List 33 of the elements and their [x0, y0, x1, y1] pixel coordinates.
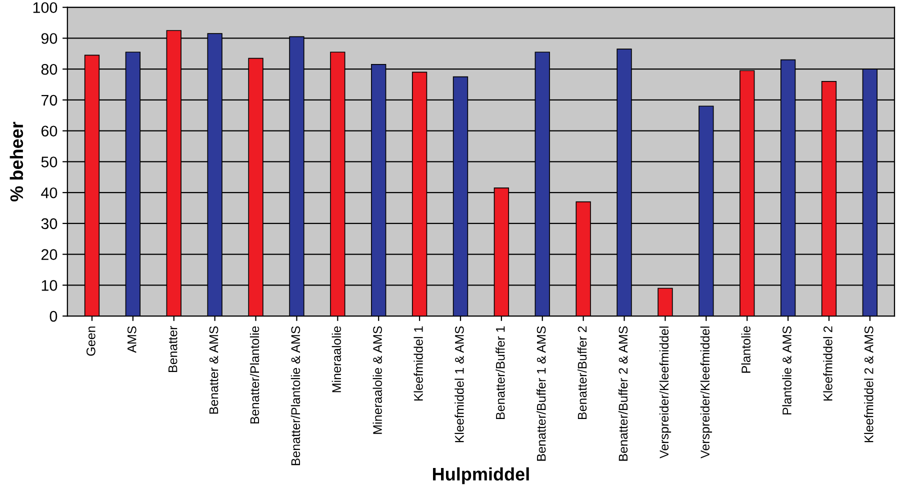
- y-tick-label: 40: [41, 187, 58, 198]
- y-tick-label: 30: [41, 218, 58, 230]
- y-axis-title: % beheer: [10, 122, 24, 202]
- x-tick-label: Kleefmiddel 1 & AMS: [454, 326, 464, 442]
- x-tick-label: Benatter/Plantolie & AMS: [290, 326, 300, 466]
- x-tick-label: Benatter/Buffer 1: [496, 326, 505, 420]
- x-tick-label: Kleefmiddel 2 & AMS: [864, 326, 874, 442]
- x-tick-label: Verspreider/Kleefmiddel: [700, 326, 712, 458]
- x-tick-label: Plantolie: [741, 326, 750, 373]
- x-tick-label: Plantolie & AMS: [782, 326, 792, 414]
- y-tick-label: 0: [50, 310, 58, 322]
- x-tick-label: Benatter/Buffer 2: [578, 326, 587, 420]
- x-tick-label: Mineraalolie: [332, 326, 342, 392]
- x-tick-label: Benatter/Plantolie: [250, 326, 260, 424]
- x-tick-label: Kleefmiddel 2: [823, 326, 832, 400]
- y-tick-label: 50: [41, 156, 58, 168]
- y-tick-label: 80: [41, 64, 58, 75]
- x-tick-label: Kleefmiddel 1: [414, 326, 423, 400]
- x-tick-label: AMS: [127, 326, 136, 353]
- y-tick-label: 70: [41, 94, 58, 106]
- y-tick-label: 100: [33, 2, 58, 14]
- x-tick-label: Benatter/Buffer 1 & AMS: [536, 326, 546, 461]
- x-tick-label: Benatter & AMS: [209, 326, 218, 414]
- x-tick-label: Benatter: [168, 326, 178, 372]
- x-tick-label: Benatter/Buffer 2 & AMS: [618, 326, 628, 461]
- x-tick-label: Verspreider/Kleefmiddel: [659, 326, 672, 458]
- y-tick-label: 10: [42, 280, 58, 291]
- y-tick-label: 60: [41, 126, 58, 137]
- x-axis-title: Hulpmiddel: [433, 467, 529, 484]
- y-tick-label: 90: [41, 33, 58, 44]
- x-tick-label: Geen: [86, 326, 96, 356]
- y-tick-label: 20: [41, 249, 58, 260]
- x-tick-label: Mineraalolie & AMS: [372, 326, 382, 434]
